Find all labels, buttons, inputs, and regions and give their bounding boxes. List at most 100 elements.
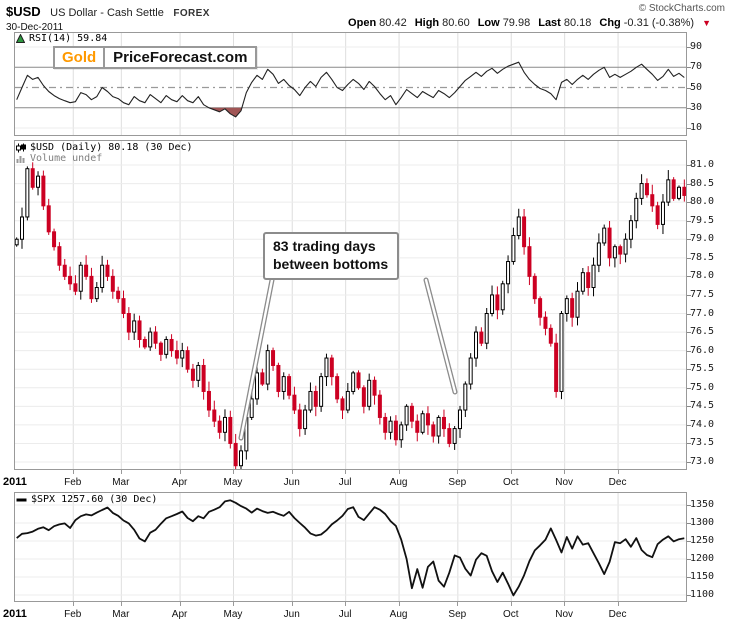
x-axis-month-label: Mar	[112, 609, 130, 620]
y-axis-label: 75.5	[690, 363, 715, 375]
y-axis-tick	[687, 387, 691, 389]
x-axis-tick	[617, 470, 619, 474]
y-axis-label: 78.5	[690, 251, 715, 263]
x-axis-month-label: Aug	[389, 477, 408, 488]
rsi-indicator-icon	[16, 34, 25, 43]
y-axis-tick	[687, 202, 691, 204]
y-axis-label: 74.5	[690, 400, 715, 412]
logo-priceforecast-text: PriceForecast.com	[113, 49, 248, 66]
y-axis-label: 77.0	[690, 307, 715, 319]
y-axis-tick	[687, 67, 691, 69]
x-axis-tick	[564, 470, 566, 474]
x-axis-tick	[345, 470, 347, 474]
x-axis-year-label: 2011	[3, 608, 27, 620]
x-axis-month-label: Feb	[64, 477, 82, 488]
spx-panel-chart	[14, 492, 687, 602]
x-axis-tick	[345, 602, 347, 606]
y-axis-tick	[687, 165, 691, 166]
gold-priceforecast-logo: Gold PriceForecast.com	[53, 46, 258, 69]
candlestick-icon	[16, 143, 26, 152]
x-axis-month-label: Jun	[283, 477, 300, 488]
x-axis-tick	[120, 602, 122, 606]
symbol: $USD	[6, 4, 41, 19]
symbol-name: US Dollar - Cash Settle	[50, 7, 164, 19]
x-axis-tick	[398, 602, 400, 606]
y-axis-tick	[687, 406, 691, 408]
y-axis-label: 1200	[690, 553, 715, 564]
x-axis-month-label: Mar	[112, 477, 130, 488]
x-axis-tick	[232, 602, 234, 606]
quote-change: Chg -0.31 (-0.38%)	[599, 17, 695, 29]
y-axis-label: 1250	[690, 535, 715, 546]
y-axis-label: 1150	[690, 571, 715, 582]
usd-legend: $USD (Daily) 80.18 (30 Dec)	[16, 142, 193, 153]
y-axis-tick	[687, 107, 691, 109]
y-axis-tick	[687, 47, 691, 48]
y-axis-tick	[687, 541, 691, 542]
y-axis-label: 30	[690, 101, 703, 113]
y-axis-tick	[687, 257, 691, 259]
y-axis-label: 78.0	[690, 270, 715, 282]
quote-last: Last 80.18	[538, 17, 592, 29]
rsi-legend-label: RSI(14) 59.84	[29, 33, 108, 44]
x-axis-month-label: Oct	[502, 609, 519, 620]
y-axis-label: 74.0	[690, 418, 715, 430]
price-panel-chart	[14, 140, 687, 470]
x-axis-tick	[72, 470, 74, 474]
x-axis-month-label: Sep	[448, 477, 467, 488]
x-axis-month-label: Nov	[555, 477, 574, 488]
logo-gold-text: Gold	[55, 48, 106, 67]
chart-subheader: 30-Dec-2011 Open 80.42 High 80.60 Low 79.98…	[6, 17, 725, 33]
y-axis-label: 76.5	[690, 326, 715, 338]
x-axis-month-label: Dec	[608, 609, 627, 620]
y-axis-tick	[687, 462, 691, 463]
volume-legend: Volume undef	[16, 153, 102, 164]
x-axis-month-label: Apr	[171, 477, 188, 488]
x-axis-month-label: Feb	[64, 609, 82, 620]
y-axis-label: 70	[690, 61, 703, 73]
x-axis-tick	[179, 602, 181, 606]
y-axis-tick	[687, 559, 691, 560]
x-axis-tick	[72, 602, 74, 606]
quote-low: Low 79.98	[477, 17, 531, 29]
chart-date: 30-Dec-2011	[6, 22, 64, 33]
x-axis-month-label: Apr	[171, 609, 188, 620]
quote-high: High 80.60	[414, 17, 470, 29]
y-axis-label: 1300	[690, 517, 715, 528]
y-axis-tick	[687, 294, 691, 296]
x-axis-month-label: May	[223, 477, 243, 488]
y-axis-label: 1100	[690, 589, 715, 600]
x-axis-month-label: May	[223, 609, 243, 620]
x-axis-month-label: Jul	[338, 477, 352, 488]
x-axis-tick	[457, 470, 459, 474]
rsi-legend: RSI(14) 59.84	[16, 33, 107, 44]
x-axis-tick	[457, 602, 459, 606]
x-axis-month-label: Aug	[389, 609, 408, 620]
y-axis-tick	[687, 577, 691, 578]
y-axis-tick	[687, 276, 691, 278]
annotation-callout: 83 trading days between bottoms	[263, 232, 400, 281]
x-axis-tick	[232, 470, 234, 474]
ohlc-quote: Open 80.42 High 80.60 Low 79.98 Last 80.18 C…	[348, 17, 711, 29]
y-axis-label: 10	[690, 122, 703, 133]
usd-legend-label: $USD (Daily) 80.18 (30 Dec)	[30, 142, 193, 153]
y-axis-tick	[687, 128, 691, 129]
y-axis-tick	[687, 369, 691, 371]
y-axis-label: 79.0	[690, 233, 715, 245]
y-axis-tick	[687, 595, 691, 596]
x-axis-spx: 2011 Feb Mar Apr May Jun Jul Aug Sep Oct Nov Dec	[0, 602, 729, 620]
x-axis-month-label: Nov	[555, 609, 574, 620]
x-axis-tick	[291, 602, 293, 606]
copyright: © StockCharts.com	[638, 3, 725, 14]
volume-bars-icon	[16, 156, 25, 163]
y-axis-tick	[687, 505, 691, 506]
y-axis-label: 73.0	[690, 456, 715, 467]
y-axis-label: 80.5	[690, 177, 715, 189]
x-axis-month-label: Oct	[502, 477, 519, 488]
spx-legend-label: $SPX 1257.60 (30 Dec)	[31, 494, 158, 505]
x-axis-month-label: Jul	[338, 609, 352, 620]
volume-legend-label: Volume undef	[30, 153, 103, 164]
y-axis-label: 76.0	[690, 344, 715, 356]
x-axis-tick	[179, 470, 181, 474]
